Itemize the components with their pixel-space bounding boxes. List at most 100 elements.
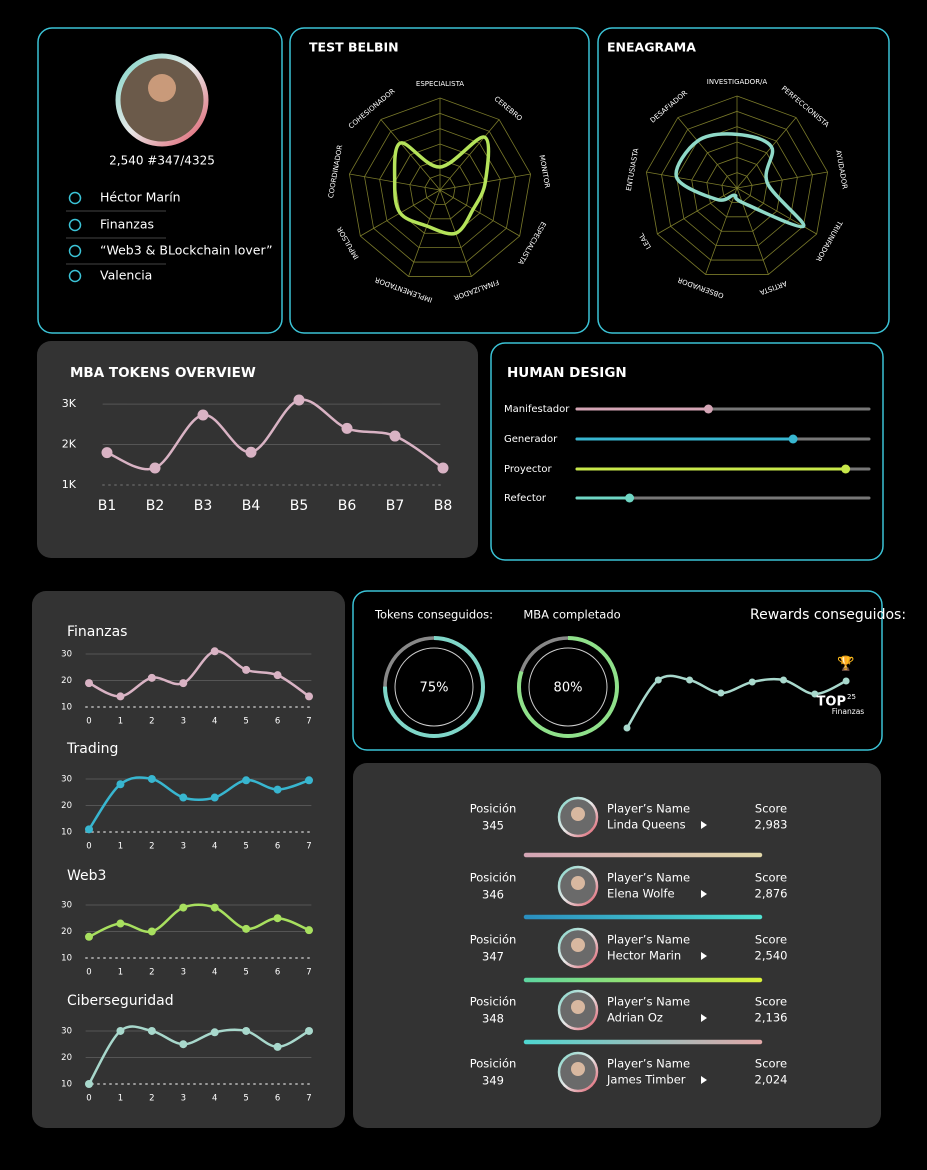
score-value: 2,024 <box>755 1073 788 1087</box>
badge-group: Finanzas <box>832 707 864 716</box>
y-tick-label: 3K <box>62 397 77 410</box>
radar-spoke <box>380 119 441 191</box>
x-tick-label: 7 <box>306 1094 311 1104</box>
x-tick-label: B2 <box>146 498 165 514</box>
row-arrow[interactable] <box>701 1076 707 1084</box>
radar-ring <box>661 110 813 261</box>
data-point <box>305 926 313 935</box>
data-point <box>654 676 662 684</box>
slider-knob[interactable] <box>841 464 851 474</box>
radar-ring <box>364 112 516 263</box>
position-number: 347 <box>482 950 504 964</box>
chart-title: MBA TOKENS OVERVIEW <box>70 365 256 381</box>
data-point <box>101 447 113 459</box>
radar-spoke <box>705 187 738 275</box>
y-tick-label: 30 <box>61 774 72 784</box>
y-tick-label: 30 <box>61 1026 72 1036</box>
donut-inner <box>528 647 608 727</box>
x-tick-label: 0 <box>86 968 91 978</box>
radar-label: ESPECIALISTA <box>416 80 464 88</box>
data-point <box>623 724 631 732</box>
data-point <box>242 924 251 933</box>
radar-ring <box>645 95 829 275</box>
score-value: 2,540 <box>755 949 788 963</box>
radar-ring <box>379 128 501 249</box>
radar-spoke <box>657 187 738 235</box>
x-tick-label: 5 <box>243 842 248 852</box>
player-name: Hector Marin <box>607 949 681 963</box>
row-arrow[interactable] <box>701 890 707 898</box>
chart-title: MBA completado <box>523 608 620 622</box>
donut-inner <box>394 647 474 727</box>
x-tick-label: 4 <box>212 968 217 978</box>
profile-icon <box>68 191 82 205</box>
data-point <box>717 689 725 697</box>
row-arrow[interactable] <box>701 821 707 829</box>
x-tick-label: B8 <box>434 498 453 514</box>
data-point <box>147 774 156 783</box>
x-tick-label: 4 <box>212 1094 217 1104</box>
player-name: James Timber <box>606 1073 686 1087</box>
profile-item: Valencia <box>100 268 152 283</box>
slider-knob[interactable] <box>788 434 798 444</box>
data-point <box>437 462 449 474</box>
player-face <box>571 876 585 890</box>
data-point <box>842 677 850 685</box>
radar-ring <box>691 141 783 232</box>
player-label: Player’s Name <box>607 995 690 1009</box>
x-tick-label: 0 <box>86 1094 91 1104</box>
player-label: Player’s Name <box>607 1057 690 1071</box>
data-point <box>149 462 161 474</box>
radar-spoke <box>439 119 500 191</box>
player-label: Player’s Name <box>607 802 690 816</box>
y-tick-label: 10 <box>61 828 72 838</box>
x-tick-label: 7 <box>306 717 311 727</box>
slider-label: Manifestador <box>504 404 570 415</box>
radar-ring <box>676 126 798 247</box>
data-point <box>179 679 188 688</box>
skills-panel <box>32 591 345 1128</box>
player-label: Player’s Name <box>607 871 690 885</box>
data-point <box>116 919 125 928</box>
data-point <box>305 776 313 785</box>
x-tick-label: 6 <box>275 842 280 852</box>
row-arrow[interactable] <box>701 1014 707 1022</box>
data-point <box>179 793 188 802</box>
data-point <box>273 785 282 794</box>
y-tick-label: 10 <box>61 954 72 964</box>
slider-label: Proyector <box>504 464 552 475</box>
profile-panel <box>37 27 283 334</box>
data-point <box>389 430 401 442</box>
slider-knob[interactable] <box>625 493 635 503</box>
data-point <box>210 647 219 656</box>
radar-spoke <box>677 117 738 189</box>
chart-title: TEST BELBIN <box>309 40 399 55</box>
data-point <box>85 1080 93 1088</box>
data-point <box>811 690 819 698</box>
slider-knob[interactable] <box>703 404 713 414</box>
x-tick-label: 6 <box>275 1094 280 1104</box>
y-tick-label: 20 <box>61 927 72 937</box>
profile-item: Finanzas <box>100 217 154 232</box>
x-tick-label: 4 <box>212 717 217 727</box>
data-point <box>293 394 305 406</box>
data-point <box>85 932 93 941</box>
score-label: Score <box>755 802 787 816</box>
x-tick-label: 2 <box>149 717 154 727</box>
x-tick-label: 6 <box>275 968 280 978</box>
radar-ring <box>721 172 753 203</box>
data-point <box>686 676 694 684</box>
position-number: 349 <box>482 1074 504 1088</box>
x-tick-label: 1 <box>118 717 123 727</box>
position-label: Posición <box>470 1057 517 1071</box>
y-tick-label: 10 <box>61 703 72 713</box>
x-tick-label: B4 <box>242 498 261 514</box>
player-face <box>571 1062 585 1076</box>
chart-title: Ciberseguridad <box>67 993 174 1009</box>
chart-title: Web3 <box>67 868 106 884</box>
chart-title: Rewards conseguidos: <box>750 607 906 623</box>
radar-ring <box>706 156 768 218</box>
row-arrow[interactable] <box>701 952 707 960</box>
position-number: 348 <box>482 1012 504 1026</box>
